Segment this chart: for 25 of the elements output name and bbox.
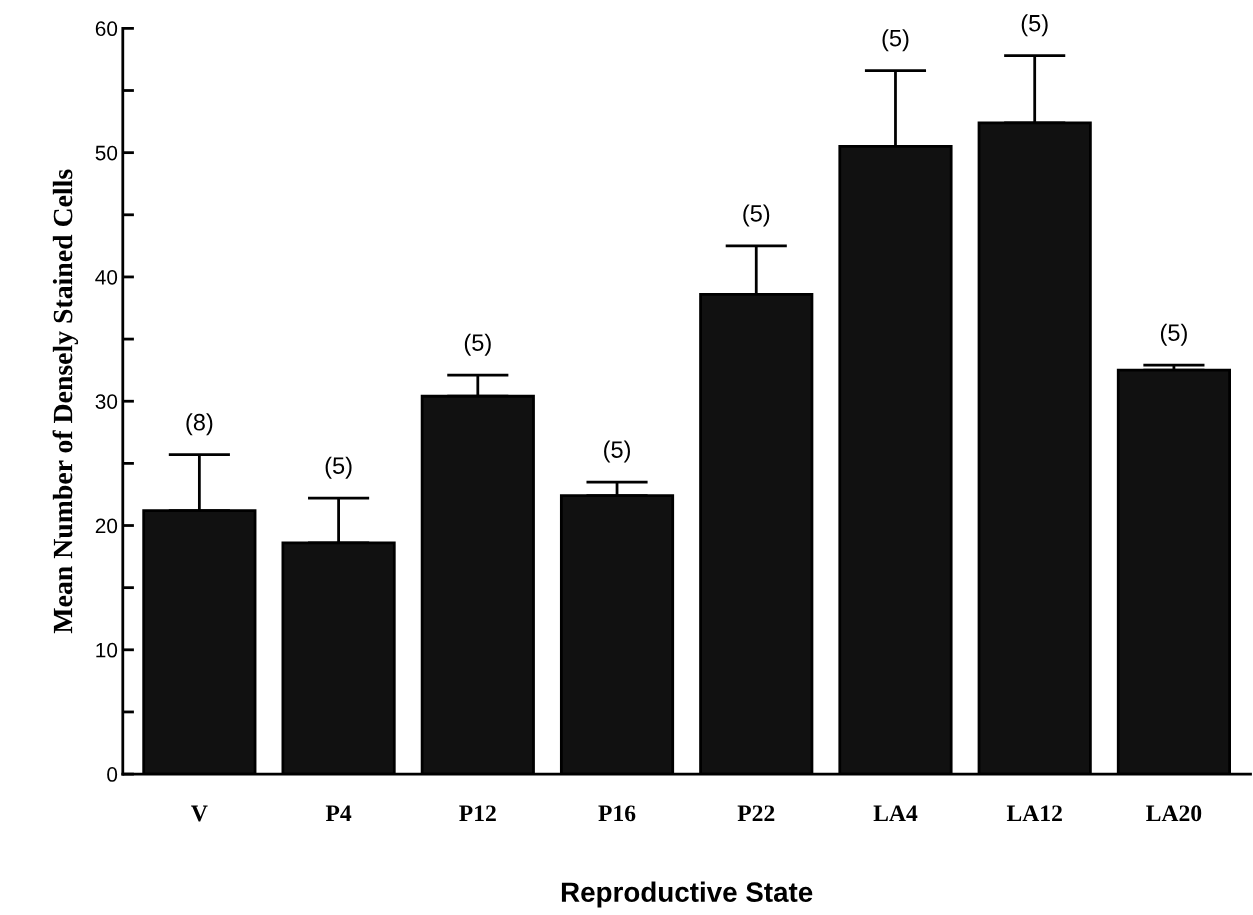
x-tick-label: P12	[459, 805, 496, 822]
x-tick-label: P4	[325, 805, 352, 822]
annotation: (5)	[1160, 323, 1187, 346]
x-tick-label: LA20	[1146, 805, 1202, 822]
annotation: (8)	[186, 413, 213, 436]
annotation: (5)	[743, 204, 770, 227]
y-tick-label: 0	[107, 767, 118, 782]
y-tick-label: 20	[95, 518, 118, 534]
annotation: (5)	[1021, 14, 1048, 37]
annotation: (5)	[604, 440, 630, 463]
x-tick-label: LA12	[1006, 805, 1062, 822]
y-tick-label: 50	[95, 145, 118, 161]
x-tick-label: P22	[737, 805, 775, 822]
y-tick-label: 10	[96, 642, 118, 658]
y-axis-title: Mean Number of Densely Stained Cells	[52, 169, 79, 634]
y-tick-label: 60	[95, 21, 118, 37]
x-tick-label: P16	[598, 805, 636, 822]
y-tick-label: 30	[95, 394, 118, 409]
x-axis-title: Reproductive State	[561, 881, 813, 908]
annotation: (5)	[464, 333, 491, 356]
x-tick-label: LA4	[873, 805, 918, 822]
y-tick-label: 40	[95, 269, 118, 285]
annotation: (5)	[882, 29, 909, 52]
annotation: (5)	[325, 456, 352, 479]
x-tick-label: V	[191, 805, 208, 822]
